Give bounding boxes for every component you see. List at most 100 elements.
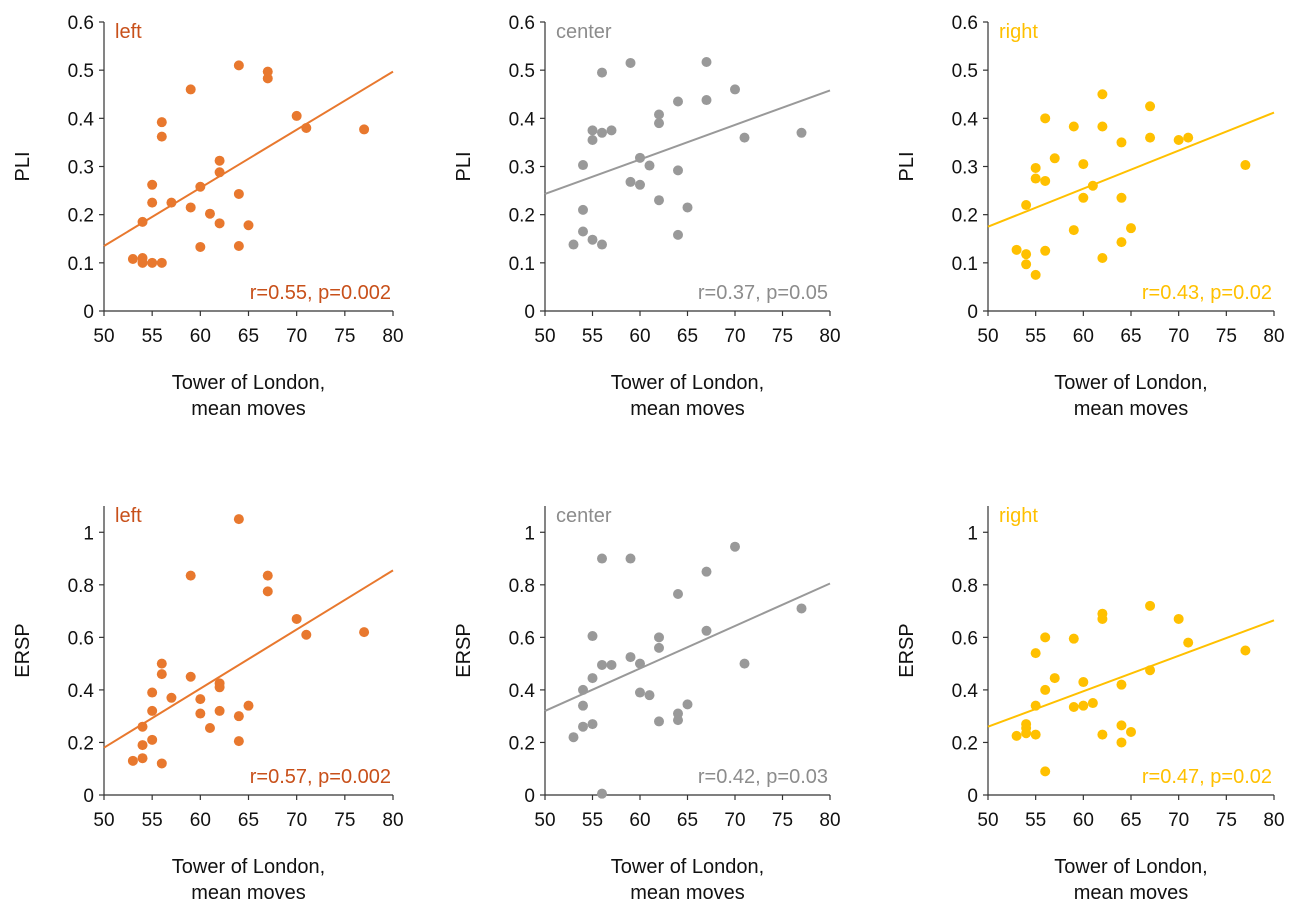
data-point [606, 125, 617, 136]
data-point [233, 514, 244, 525]
data-point [1078, 700, 1089, 711]
data-point [156, 669, 167, 680]
x-tick-label: 50 [977, 326, 998, 347]
x-tick-label: 80 [1263, 810, 1284, 831]
x-tick-label: 70 [1168, 810, 1189, 831]
data-point [137, 753, 148, 764]
y-tick-label: 0 [83, 786, 94, 807]
data-point [1145, 600, 1156, 611]
data-point [701, 625, 712, 636]
y-tick-label: 0.2 [68, 733, 94, 754]
data-point [682, 202, 693, 213]
panel-label: right [999, 505, 1038, 527]
data-point [156, 117, 167, 128]
y-tick-label: 0.6 [68, 628, 94, 649]
y-tick-label: 0.6 [952, 13, 978, 34]
x-axis-title-line-2: mean moves [1074, 882, 1189, 903]
data-point [156, 131, 167, 142]
data-point [730, 84, 740, 95]
data-point [578, 700, 588, 711]
data-point [233, 711, 244, 722]
x-tick-label: 80 [382, 326, 403, 347]
data-point [1116, 720, 1127, 731]
y-tick-label: 1 [524, 523, 535, 544]
x-tick-label: 60 [1073, 810, 1094, 831]
data-point [185, 570, 196, 581]
y-axis-title: ERSP [12, 623, 34, 677]
data-point [597, 659, 607, 670]
correlation-stat: r=0.37, p=0.05 [698, 282, 828, 304]
y-tick-label: 0.3 [68, 158, 94, 179]
data-point [147, 179, 158, 190]
x-tick-label: 80 [382, 810, 403, 831]
panel-label: center [556, 21, 612, 43]
data-point [568, 732, 579, 743]
x-tick-label: 50 [93, 810, 114, 831]
data-point [730, 541, 740, 552]
x-tick-label: 70 [724, 326, 745, 347]
data-point [1087, 698, 1098, 709]
data-point [1240, 645, 1251, 656]
x-tick-label: 55 [1025, 326, 1046, 347]
x-axis-title-line-1: Tower of London, [1054, 856, 1207, 878]
data-point [673, 96, 683, 107]
data-point [195, 694, 206, 705]
data-point [147, 197, 158, 208]
data-point [301, 629, 312, 640]
data-point [233, 736, 244, 747]
y-tick-label: 0.2 [68, 206, 94, 227]
x-tick-label: 55 [142, 326, 163, 347]
data-point [137, 740, 148, 751]
data-point [262, 570, 273, 581]
y-tick-label: 0.1 [509, 254, 535, 275]
data-point [701, 95, 712, 106]
y-tick-label: 0.4 [68, 681, 95, 702]
data-point [1097, 89, 1108, 100]
data-point [587, 125, 598, 136]
y-tick-label: 0.4 [509, 681, 536, 702]
data-point [1145, 132, 1156, 143]
x-tick-label: 70 [1168, 326, 1189, 347]
data-point [1030, 729, 1041, 740]
x-tick-label: 50 [93, 326, 114, 347]
data-point [137, 216, 148, 227]
x-axis-title-line-2: mean moves [630, 398, 745, 420]
data-point [587, 135, 598, 146]
data-point [1087, 180, 1098, 191]
data-point [1097, 608, 1108, 619]
data-point [701, 56, 712, 67]
x-tick-label: 60 [190, 326, 211, 347]
data-point [359, 124, 370, 135]
x-tick-label: 70 [724, 810, 745, 831]
regression-line [544, 582, 831, 712]
data-point [597, 788, 607, 799]
data-point [166, 197, 177, 208]
y-tick-label: 0.3 [509, 158, 535, 179]
data-point [568, 239, 579, 250]
data-point [1040, 245, 1051, 256]
panel-label: left [115, 21, 142, 43]
x-axis-title-line-1: Tower of London, [611, 372, 764, 394]
y-tick-label: 0.4 [68, 109, 95, 130]
panel-label: right [999, 21, 1038, 43]
chart-panel-6: 0 0.2 0.4 0.6 0.8 1 50 55 60 65 70 75 80 ERSP Tower of… [896, 505, 1285, 903]
y-tick-label: 0.8 [68, 576, 94, 597]
data-point [1040, 766, 1051, 777]
y-tick-label: 0 [524, 302, 535, 323]
data-point [185, 202, 196, 213]
x-tick-label: 65 [677, 810, 698, 831]
data-point [1011, 244, 1022, 255]
x-axis-title-line-1: Tower of London, [1054, 372, 1207, 394]
data-point [587, 673, 598, 684]
correlation-stat: r=0.57, p=0.002 [250, 766, 391, 788]
data-point [796, 127, 807, 138]
x-tick-label: 50 [534, 326, 555, 347]
data-point [233, 60, 244, 71]
x-tick-label: 60 [190, 810, 211, 831]
data-point [185, 671, 196, 682]
data-point [359, 627, 370, 638]
data-point [625, 176, 636, 187]
y-axis-title: PLI [453, 151, 475, 181]
data-point [578, 160, 588, 171]
